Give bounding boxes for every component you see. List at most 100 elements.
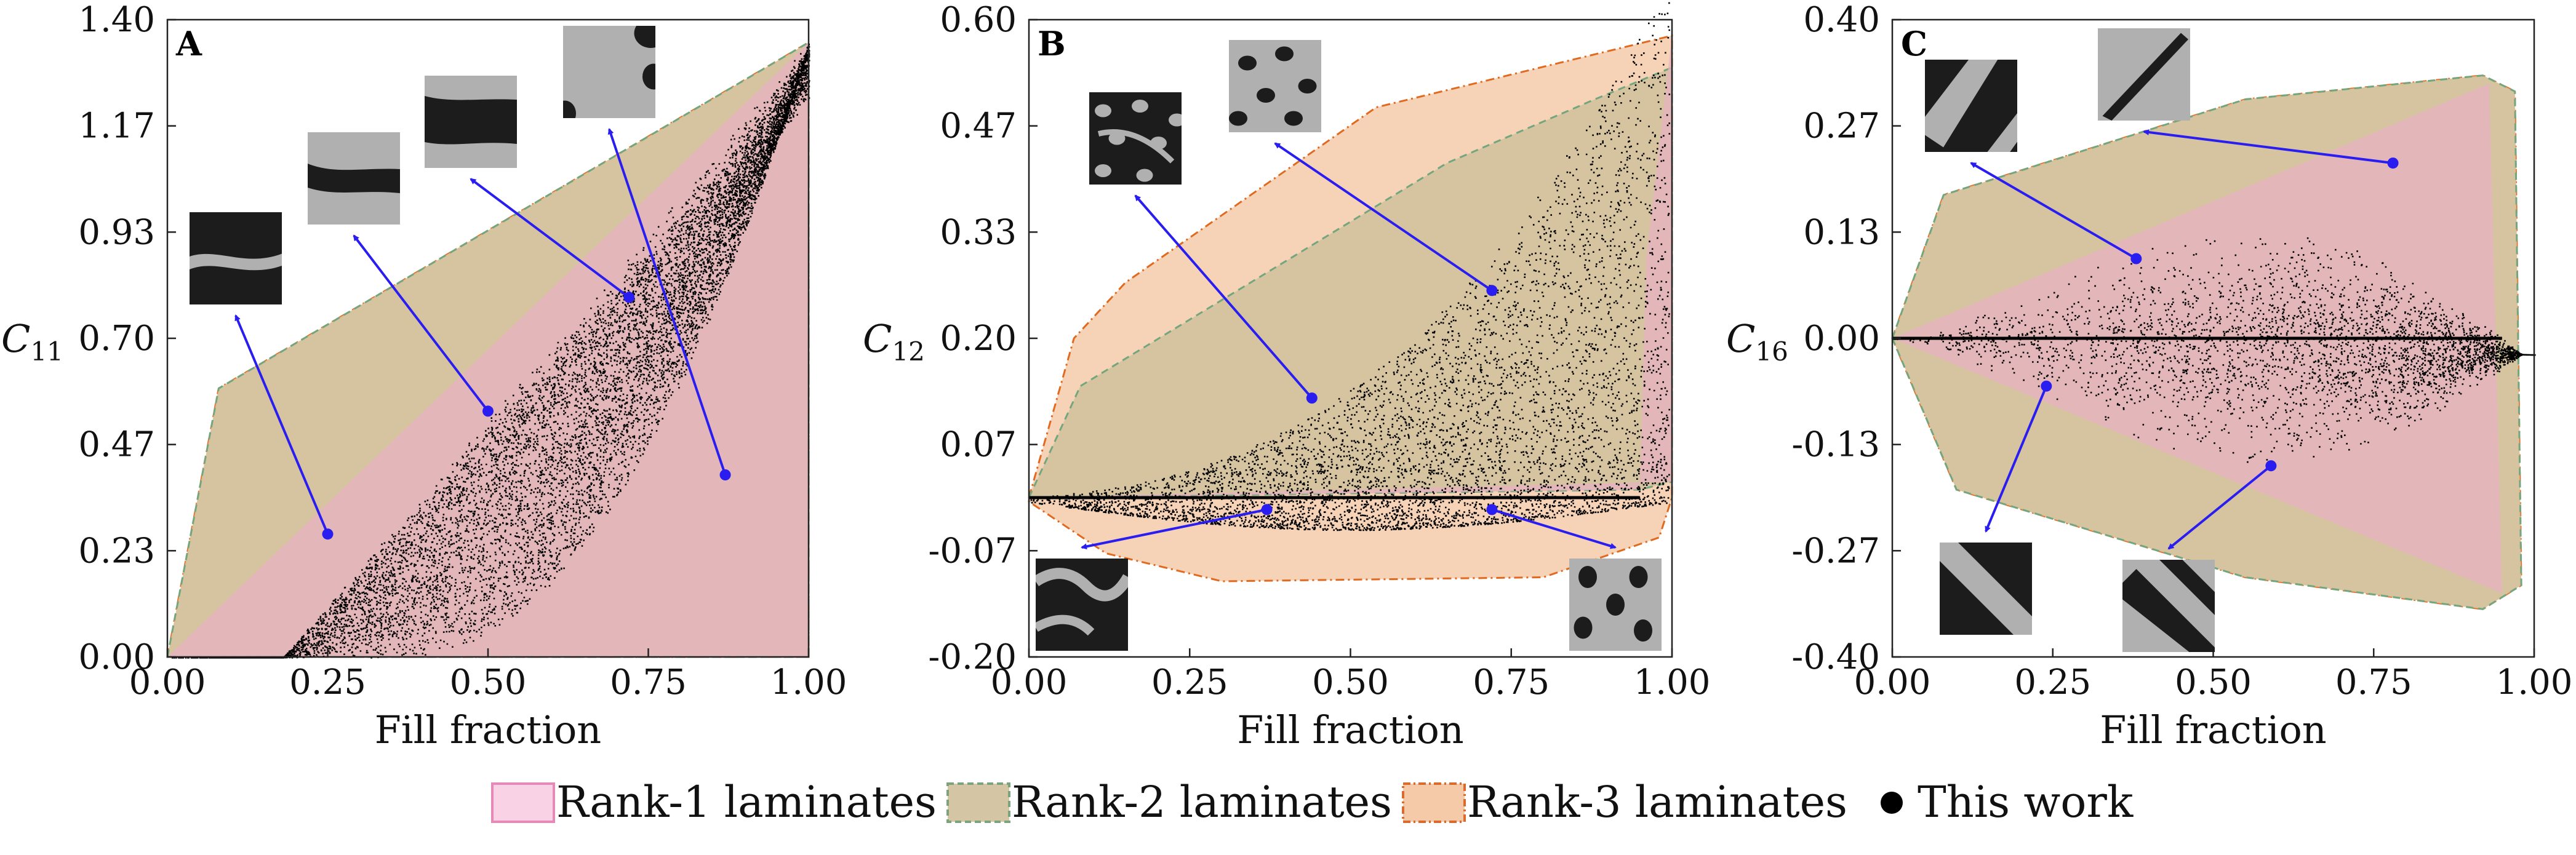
panels: 0.00 0.25 0.50 0.75 1.00 0.00 0.23 0.47 0.70 0.93… xyxy=(1,0,2572,752)
annotation-arrow xyxy=(1491,508,1617,549)
x-tick-label: 0.25 xyxy=(1151,662,1228,702)
panel-label: A xyxy=(175,24,202,63)
microstructure-inset-gray-with-dark-spots xyxy=(1229,40,1321,132)
annotation-arrow xyxy=(1274,142,1493,292)
microstructure-inset-diagonal-band-gray xyxy=(1925,60,2017,152)
highlighted-point xyxy=(1261,504,1273,515)
y-tick-label: 0.47 xyxy=(78,425,155,465)
legend-item-4: This work xyxy=(1881,777,2134,827)
annotation-arrow xyxy=(1985,385,2048,533)
y-tick-label: 0.40 xyxy=(1803,0,1880,40)
annotation-arrow xyxy=(1081,508,1268,550)
annotation-arrow xyxy=(353,234,489,412)
x-tick-label: 0.00 xyxy=(991,662,1068,702)
legend-swatch xyxy=(1402,782,1466,823)
legend-label: This work xyxy=(1918,777,2134,827)
highlighted-point xyxy=(1486,285,1498,296)
x-tick-label: 0.00 xyxy=(129,662,206,702)
highlighted-point xyxy=(1486,504,1498,515)
y-tick-label: 0.60 xyxy=(940,0,1017,40)
y-tick-label: 0.00 xyxy=(78,637,155,677)
y-tick-label: 0.07 xyxy=(940,425,1017,465)
scatter-points xyxy=(1894,237,2536,463)
x-tick-label: 0.50 xyxy=(450,662,527,702)
legend-item-3: Rank-3 laminates xyxy=(1402,777,1847,827)
y-tick-label: 0.00 xyxy=(1803,319,1880,359)
annotation-arrow xyxy=(1970,162,2137,260)
x-axis-label: Fill fraction xyxy=(1237,707,1464,752)
highlighted-point xyxy=(623,292,635,303)
x-tick-label: 1.00 xyxy=(770,662,847,702)
highlighted-point xyxy=(482,405,494,417)
x-tick-label: 0.25 xyxy=(2014,662,2091,702)
annotation-arrow xyxy=(607,128,727,475)
x-tick-label: 1.00 xyxy=(1634,662,1711,702)
microstructure-inset-diagonal-thin-dark xyxy=(2098,28,2190,121)
panel-label: B xyxy=(1038,24,1066,63)
y-tick-label: 0.20 xyxy=(940,319,1017,359)
panel-label: C xyxy=(1901,24,1927,63)
annotation-arrow xyxy=(2167,464,2272,550)
panel-c: 0.00 0.25 0.50 0.75 1.00 -0.40 -0.27 -0.13 0.00 0… xyxy=(1726,0,2572,752)
y-tick-label: 0.27 xyxy=(1803,106,1880,146)
legend-label: Rank-3 laminates xyxy=(1467,777,1847,827)
microstructure-inset-gray-with-dark-notches xyxy=(563,26,655,118)
y-axis-label-subscript: 11 xyxy=(30,336,63,367)
y-tick-label: 1.40 xyxy=(78,0,155,40)
panel-b: 0.00 0.25 0.50 0.75 1.00 -0.20 -0.07 0.07 0.20 0.… xyxy=(863,0,1710,752)
x-axis-label: Fill fraction xyxy=(2100,707,2327,752)
highlighted-point xyxy=(2387,157,2399,169)
legend: Rank-1 laminates Rank-2 laminates Rank-3 l… xyxy=(491,777,2134,827)
y-axis-label: C12 xyxy=(863,316,925,367)
x-tick-label: 0.25 xyxy=(289,662,366,702)
rank2-region xyxy=(1027,66,1673,499)
legend-item-1: Rank-1 laminates xyxy=(491,777,937,827)
y-tick-label: -0.07 xyxy=(928,531,1017,571)
y-tick-label: -0.27 xyxy=(1791,531,1880,571)
annotation-arrow xyxy=(1134,194,1313,399)
annotation-arrow xyxy=(234,314,329,535)
y-tick-label: 0.13 xyxy=(1803,212,1880,252)
highlighted-point xyxy=(2041,380,2052,392)
x-tick-label: 0.50 xyxy=(1312,662,1389,702)
y-axis-label: C16 xyxy=(1726,316,1788,367)
y-tick-label: -0.40 xyxy=(1791,637,1880,677)
y-tick-label: 0.93 xyxy=(78,212,155,252)
x-tick-label: 1.00 xyxy=(2496,662,2573,702)
legend-swatch xyxy=(946,782,1010,823)
y-axis-label: C11 xyxy=(1,316,63,367)
y-axis-label-subscript: 12 xyxy=(892,336,924,367)
annotation-arrow xyxy=(2143,129,2393,165)
x-tick-label: 0.00 xyxy=(1854,662,1931,702)
legend-label: Rank-1 laminates xyxy=(556,777,937,827)
x-axis-label: Fill fraction xyxy=(375,707,602,752)
microstructure-inset-dark-with-gray-channels xyxy=(1036,559,1128,651)
legend-label: Rank-2 laminates xyxy=(1012,777,1392,827)
microstructure-inset-gray-dark-dots xyxy=(1569,559,1662,651)
highlighted-point xyxy=(322,528,334,540)
x-tick-label: 0.75 xyxy=(1473,662,1550,702)
microstructure-inset-horizontal-band-wavy-thin xyxy=(190,212,282,304)
microstructure-inset-diagonal-stripes-gray xyxy=(2122,560,2215,652)
microstructure-inset-horizontal-band-wavy-thick xyxy=(308,132,400,225)
legend-marker xyxy=(1881,792,1903,814)
y-tick-label: -0.13 xyxy=(1791,425,1880,465)
y-tick-label: 0.33 xyxy=(940,212,1017,252)
highlighted-point xyxy=(1306,392,1318,404)
x-tick-label: 0.75 xyxy=(2335,662,2412,702)
rank1-region xyxy=(167,42,809,657)
legend-swatch xyxy=(491,782,555,823)
microstructure-inset-diagonal-stripes-dark xyxy=(1940,543,2032,635)
y-tick-label: 1.17 xyxy=(78,106,155,146)
x-tick-label: 0.50 xyxy=(2175,662,2252,702)
y-tick-label: 0.47 xyxy=(940,106,1017,146)
y-axis-label-subscript: 16 xyxy=(1755,336,1788,367)
legend-item-2: Rank-2 laminates xyxy=(946,777,1392,827)
microstructure-inset-horizontal-band-dark-thick xyxy=(425,76,517,168)
y-tick-label: 0.70 xyxy=(78,319,155,359)
annotation-arrow xyxy=(470,178,630,299)
y-tick-label: -0.20 xyxy=(928,637,1017,677)
y-tick-label: 0.23 xyxy=(78,531,155,571)
microstructure-inset-dark-blobs-network xyxy=(1089,92,1182,185)
panel-a: 0.00 0.25 0.50 0.75 1.00 0.00 0.23 0.47 0.70 0.93… xyxy=(1,0,847,752)
